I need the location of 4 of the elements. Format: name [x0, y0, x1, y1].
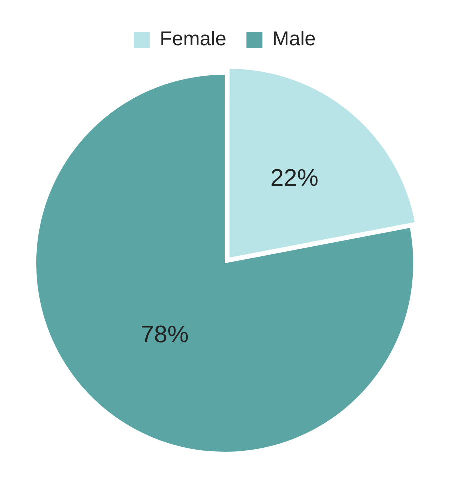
data-label: 78%	[140, 322, 189, 349]
legend-label: Female	[160, 28, 227, 51]
legend-label: Male	[272, 28, 316, 51]
data-label: 22%	[270, 164, 319, 192]
